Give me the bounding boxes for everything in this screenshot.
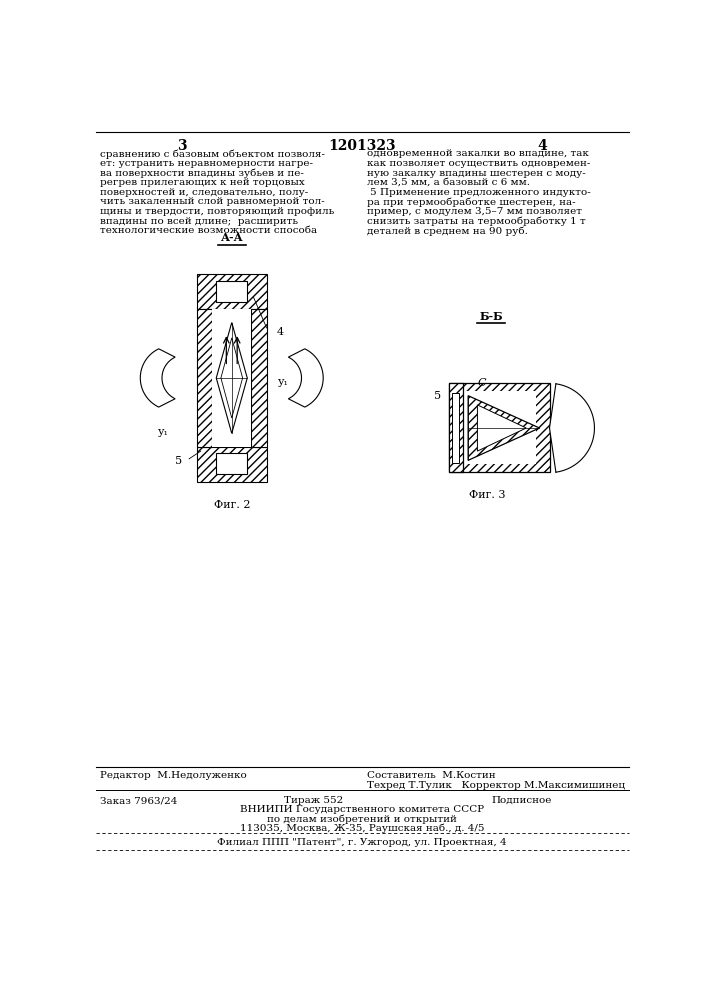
Text: А-А: А-А [221, 232, 243, 243]
Text: 3: 3 [177, 139, 186, 153]
Bar [449, 383, 549, 472]
Text: Техред Т.Тулик   Корректор М.Максимишинец: Техред Т.Тулик Корректор М.Максимишинец [368, 781, 626, 790]
Text: ВНИИПИ Государственного комитета СССР: ВНИИПИ Государственного комитета СССР [240, 805, 484, 814]
Text: Филиал ППП "Патент", г. Ужгород, ул. Проектная, 4: Филиал ППП "Патент", г. Ужгород, ул. Про… [217, 838, 507, 847]
Text: D: D [215, 384, 224, 394]
Text: впадины по всей длине;  расширить: впадины по всей длине; расширить [100, 217, 298, 226]
Text: 5: 5 [433, 391, 440, 401]
Bar [197, 447, 267, 482]
Text: регрев прилегающих к ней торцовых: регрев прилегающих к ней торцовых [100, 178, 305, 187]
Text: Заказ 7963/24: Заказ 7963/24 [100, 796, 177, 805]
Polygon shape [549, 384, 595, 472]
Text: 4: 4 [276, 327, 284, 337]
Bar [197, 309, 212, 447]
Text: Фиг. 3: Фиг. 3 [469, 490, 506, 500]
Text: как позволяет осуществить одновремен-: как позволяет осуществить одновремен- [368, 159, 591, 168]
Text: 1: 1 [510, 417, 517, 427]
Text: поверхностей и, следовательно, полу-: поверхностей и, следовательно, полу- [100, 188, 308, 197]
Bar [449, 383, 549, 472]
Text: Фиг. 2: Фиг. 2 [214, 500, 250, 510]
Polygon shape [477, 405, 526, 451]
Text: пример, с модулем 3,5–7 мм позволяет: пример, с модулем 3,5–7 мм позволяет [368, 207, 583, 216]
Text: Редактор  М.Недолуженко: Редактор М.Недолуженко [100, 771, 247, 780]
Polygon shape [216, 323, 247, 433]
Bar [449, 383, 462, 472]
Bar [251, 309, 267, 447]
Text: ную закалку впадины шестерен с моду-: ную закалку впадины шестерен с моду- [368, 169, 586, 178]
Text: 5: 5 [369, 188, 375, 197]
Bar [462, 391, 535, 464]
Text: 4: 4 [537, 139, 547, 153]
Text: снизить затраты на термообработку 1 т: снизить затраты на термообработку 1 т [368, 217, 586, 226]
Text: одновременной закалки во впадине, так: одновременной закалки во впадине, так [368, 149, 589, 158]
Text: технологические возможности способа: технологические возможности способа [100, 226, 317, 235]
Text: Б-Б: Б-Б [479, 311, 503, 322]
Text: Подписное: Подписное [491, 796, 551, 805]
Text: Тираж 552: Тираж 552 [284, 796, 343, 805]
Bar [197, 447, 267, 482]
Text: ет: устранить неравномерности нагре-: ет: устранить неравномерности нагре- [100, 159, 313, 168]
Bar [197, 309, 212, 447]
Polygon shape [288, 349, 323, 407]
Text: по делам изобретений и открытий: по делам изобретений и открытий [267, 815, 457, 824]
Polygon shape [140, 349, 175, 407]
Polygon shape [468, 396, 539, 460]
Bar [197, 274, 267, 309]
Bar [212, 309, 251, 447]
Bar [452, 393, 459, 463]
Text: у₁: у₁ [279, 377, 289, 387]
Bar [251, 309, 267, 447]
Text: 1201323: 1201323 [328, 139, 396, 153]
Text: Составитель  М.Костин: Составитель М.Костин [368, 771, 496, 780]
Text: C: C [478, 378, 486, 388]
Text: деталей в среднем на 90 руб.: деталей в среднем на 90 руб. [368, 226, 528, 236]
Text: чить закаленный слой равномерной тол-: чить закаленный слой равномерной тол- [100, 197, 325, 206]
Text: Применение предложенного индукто-: Применение предложенного индукто- [368, 188, 591, 197]
Text: сравнению с базовым объектом позволя-: сравнению с базовым объектом позволя- [100, 149, 325, 159]
Text: лем 3,5 мм, а базовый с 6 мм.: лем 3,5 мм, а базовый с 6 мм. [368, 178, 530, 187]
Text: у₁: у₁ [158, 427, 169, 437]
Text: B: B [561, 452, 569, 462]
Text: 113035, Москва, Ж-35, Раушская наб., д. 4/5: 113035, Москва, Ж-35, Раушская наб., д. … [240, 824, 484, 833]
Text: 4: 4 [558, 391, 565, 401]
Bar [216, 453, 247, 474]
Text: ва поверхности впадины зубьев и пе-: ва поверхности впадины зубьев и пе- [100, 169, 304, 178]
Text: 5: 5 [175, 456, 182, 466]
Bar [449, 383, 462, 472]
Bar [216, 281, 247, 302]
Text: ра при термообработке шестерен, на-: ра при термообработке шестерен, на- [368, 197, 576, 207]
Text: щины и твердости, повторяющий профиль: щины и твердости, повторяющий профиль [100, 207, 334, 216]
Bar [197, 274, 267, 309]
Polygon shape [221, 338, 243, 418]
